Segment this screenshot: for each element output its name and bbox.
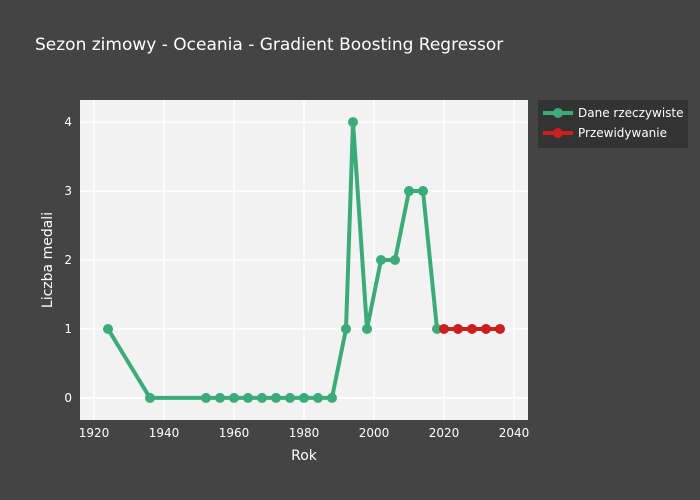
legend-item[interactable]: Przewidywanie [543,126,667,140]
data-point[interactable] [299,392,309,403]
data-point[interactable] [145,392,155,403]
data-point[interactable] [362,323,372,334]
y-tick-label: 3 [64,184,72,198]
data-point[interactable] [257,392,267,403]
data-point[interactable] [215,392,225,403]
data-point[interactable] [271,392,281,403]
data-point[interactable] [404,186,414,197]
legend-item[interactable]: Dane rzeczywiste [543,106,684,120]
legend-marker-icon [553,128,563,138]
y-tick-label: 2 [64,253,72,267]
data-point[interactable] [439,323,449,334]
data-point[interactable] [313,392,323,403]
series-2 [439,323,505,334]
legend[interactable]: Dane rzeczywiste Przewidywanie [538,100,688,148]
series-layer [103,117,505,403]
data-point[interactable] [201,392,211,403]
y-axis-title: Liczba medali [40,212,56,308]
data-point[interactable] [481,323,491,334]
y-tick-label: 1 [64,322,72,336]
data-point[interactable] [390,255,400,265]
x-tick-label: 1920 [79,426,110,440]
y-axis-ticks: 0 1 2 3 4 [64,115,72,405]
x-tick-label: 2020 [429,426,460,440]
legend-marker-icon [553,108,563,118]
x-tick-label: 2040 [499,426,530,440]
data-point[interactable] [376,255,386,265]
data-point[interactable] [103,323,113,334]
data-point[interactable] [243,392,253,403]
x-tick-label: 1960 [219,426,250,440]
x-axis-ticks: 1920 1940 1960 1980 2000 2020 2040 [79,426,530,440]
y-tick-label: 4 [64,115,72,129]
data-point[interactable] [418,186,428,197]
legend-label: Przewidywanie [578,126,667,140]
data-point[interactable] [495,323,505,334]
x-tick-label: 1940 [149,426,180,440]
y-tick-label: 0 [64,391,72,405]
legend-label: Dane rzeczywiste [578,106,684,120]
data-point[interactable] [348,117,358,128]
series-1 [103,117,442,403]
data-point[interactable] [229,392,239,403]
data-point[interactable] [467,323,477,334]
chart-title: Sezon zimowy - Oceania - Gradient Boosti… [35,35,503,55]
data-point[interactable] [453,323,463,334]
x-axis-title: Rok [291,448,318,464]
data-point[interactable] [285,392,295,403]
x-tick-label: 1980 [289,426,320,440]
data-point[interactable] [341,323,351,334]
data-point[interactable] [327,392,337,403]
legend-box [538,100,688,148]
data-point[interactable] [432,323,442,334]
x-tick-label: 2000 [359,426,390,440]
